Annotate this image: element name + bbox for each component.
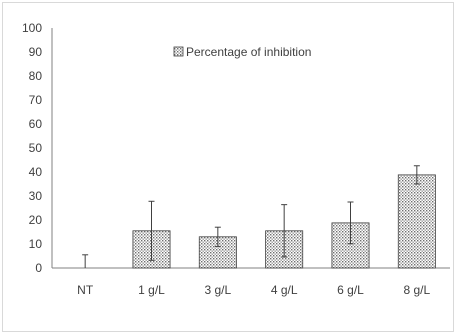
error-bars xyxy=(82,165,420,268)
y-tick-label: 40 xyxy=(29,165,43,179)
y-tick-label: 70 xyxy=(29,93,43,107)
bar xyxy=(397,174,436,269)
x-tick-label: 1 g/L xyxy=(138,283,165,297)
y-tick-label: 30 xyxy=(29,189,43,203)
x-tick-label: 3 g/L xyxy=(204,283,231,297)
legend-label: Percentage of inhibition xyxy=(186,45,311,59)
y-tick-label: 80 xyxy=(29,69,43,83)
chart-frame xyxy=(2,2,454,332)
y-tick-label: 50 xyxy=(29,141,43,155)
bars xyxy=(132,174,436,269)
x-tick-label: 4 g/L xyxy=(271,283,298,297)
x-axis: NT 1 g/L 3 g/L 4 g/L 6 g/L 8 g/L xyxy=(52,267,450,297)
x-tick-label: NT xyxy=(77,283,94,297)
y-tick-label: 0 xyxy=(35,261,42,275)
y-axis: 0 10 20 30 40 50 60 70 80 90 100 xyxy=(22,21,53,275)
y-tick-label: 60 xyxy=(29,117,43,131)
y-tick-label: 90 xyxy=(29,45,43,59)
legend-swatch xyxy=(173,46,184,57)
x-tick-label: 8 g/L xyxy=(403,283,430,297)
x-tick-label: 6 g/L xyxy=(337,283,364,297)
y-tick-label: 100 xyxy=(22,21,42,35)
y-tick-label: 20 xyxy=(29,213,43,227)
y-tick-label: 10 xyxy=(29,237,43,251)
legend: Percentage of inhibition xyxy=(173,45,311,59)
